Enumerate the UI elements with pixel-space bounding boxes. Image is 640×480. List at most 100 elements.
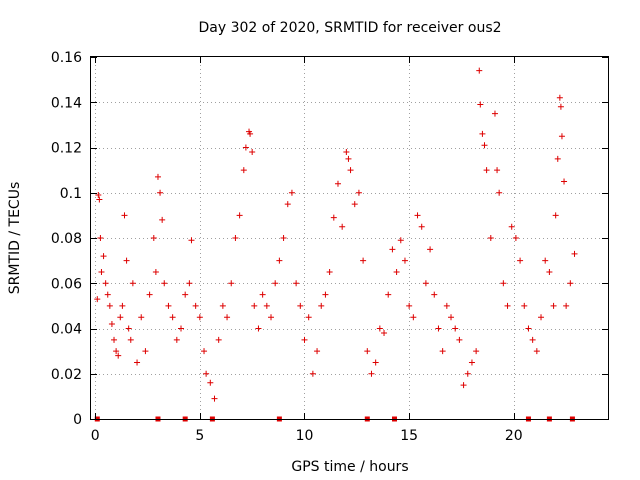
data-point (439, 348, 446, 355)
data-points (94, 67, 578, 402)
data-point (121, 212, 128, 219)
data-point (393, 268, 400, 275)
data-point (318, 302, 325, 309)
data-point (224, 314, 231, 321)
data-point (556, 94, 563, 101)
data-point (152, 268, 159, 275)
data-point (406, 302, 413, 309)
data-point (115, 352, 122, 359)
data-point (94, 296, 101, 303)
data-point (228, 280, 235, 287)
data-point (477, 101, 484, 108)
data-point (280, 235, 287, 241)
data-point (309, 370, 316, 377)
data-point (186, 280, 193, 287)
data-point (173, 336, 180, 343)
data-point (443, 302, 450, 309)
data-point (165, 302, 172, 309)
data-point (376, 325, 383, 332)
data-point (381, 330, 388, 337)
data-point (259, 291, 266, 298)
data-point (108, 320, 115, 327)
grid-lines (91, 57, 608, 419)
data-point (219, 302, 226, 309)
data-point (385, 291, 392, 298)
x-tick-label: 5 (195, 428, 204, 444)
data-point (368, 370, 375, 377)
data-point (272, 280, 279, 287)
data-point (347, 167, 354, 174)
data-point (201, 348, 208, 355)
y-tick-label: 0.1 (60, 186, 82, 202)
data-point (117, 314, 124, 321)
data-point (533, 348, 540, 355)
data-point (355, 189, 362, 196)
data-point (293, 280, 300, 287)
plot-frame (90, 56, 609, 420)
data-point (314, 348, 321, 355)
data-point (563, 302, 570, 309)
axis-ticks: 0 0.02 0.04 0.06 0.08 0.1 0.12 0.14 0.16 0 5 10 15 20 (51, 50, 608, 444)
data-point (330, 214, 337, 221)
data-point (542, 257, 549, 264)
data-point (111, 336, 118, 343)
data-point (483, 167, 490, 174)
data-point (481, 142, 488, 149)
data-point (178, 325, 185, 332)
data-point (557, 103, 564, 110)
data-point (345, 155, 352, 162)
data-point (242, 144, 249, 151)
data-point (414, 212, 421, 219)
data-point (102, 280, 109, 287)
data-point (134, 359, 141, 366)
data-point (207, 379, 214, 386)
data-point (104, 291, 111, 298)
y-tick-label: 0.04 (51, 322, 82, 338)
data-point (232, 235, 239, 241)
data-point (494, 167, 501, 174)
data-point (97, 235, 104, 241)
data-point (508, 223, 515, 230)
data-point (525, 325, 532, 332)
data-point (479, 130, 486, 137)
data-point (448, 314, 455, 321)
x-tick-label: 15 (400, 428, 418, 444)
data-point (192, 302, 199, 309)
data-point (500, 280, 507, 287)
data-point (127, 336, 134, 343)
data-point (125, 325, 132, 332)
data-point (550, 302, 557, 309)
data-point (240, 167, 247, 174)
data-point (435, 325, 442, 332)
data-point (119, 302, 126, 309)
data-point (364, 348, 371, 355)
data-point (211, 395, 218, 402)
data-point (360, 257, 367, 264)
data-point (169, 314, 176, 321)
data-point (401, 257, 408, 264)
data-point (95, 192, 102, 199)
data-point (546, 268, 553, 275)
x-tick-label: 10 (296, 428, 314, 444)
data-point (468, 359, 475, 366)
data-point (517, 257, 524, 264)
data-point (150, 235, 157, 241)
data-point (161, 280, 168, 287)
data-point (558, 133, 565, 140)
data-point (521, 302, 528, 309)
data-point (431, 291, 438, 298)
data-point (123, 257, 130, 264)
data-point (487, 235, 494, 241)
data-point (372, 359, 379, 366)
data-point (182, 291, 189, 298)
data-point (343, 149, 350, 156)
data-point (410, 314, 417, 321)
x-tick-label: 0 (91, 428, 100, 444)
data-point (476, 67, 483, 74)
data-point (504, 302, 511, 309)
x-tick-label: 20 (505, 428, 523, 444)
data-point (288, 189, 295, 196)
data-point (96, 196, 103, 203)
data-point (473, 348, 480, 355)
